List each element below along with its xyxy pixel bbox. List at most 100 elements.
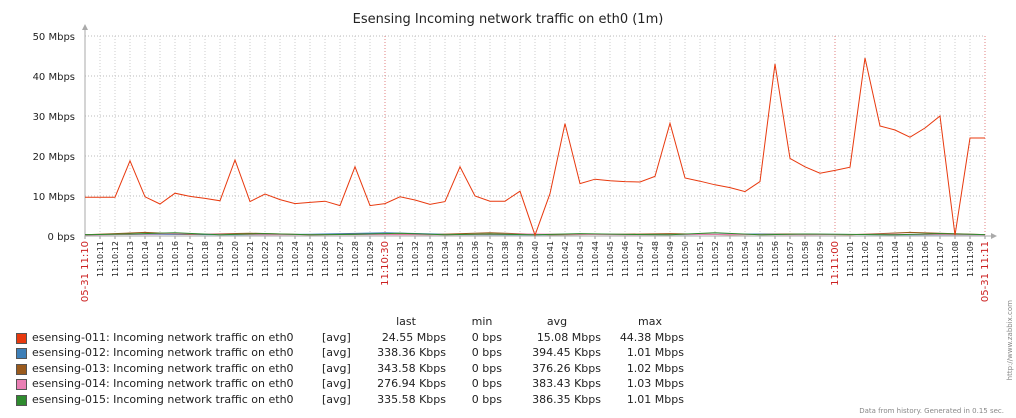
legend-last-value: 24.55 Mbps (381, 330, 446, 344)
x-tick-label: 11:10:52 (711, 241, 720, 277)
x-tick-label: 11:11:04 (891, 241, 900, 277)
y-tick-label: 40 Mbps (33, 72, 75, 83)
y-tick-label: 10 Mbps (33, 192, 75, 203)
legend-min-value: 0 bps (471, 377, 502, 390)
x-tick-label: 05-31 11:11 (980, 241, 991, 302)
x-tick-label: 11:10:28 (351, 241, 360, 277)
legend-series-name: esensing-012: Incoming network traffic o… (32, 346, 294, 359)
x-tick-label: 11:10:48 (651, 241, 660, 277)
chart-grid (84, 35, 986, 237)
chart-series (84, 57, 986, 237)
x-tick-label: 11:10:36 (471, 241, 480, 277)
x-tick-label: 11:10:55 (756, 241, 765, 277)
legend-header-max: max (638, 315, 662, 328)
legend-avg-value: 383.43 Kbps (532, 377, 601, 390)
legend-header-min: min (471, 315, 493, 328)
x-tick-label: 11:10:44 (591, 241, 600, 277)
x-tick-label: 05-31 11:10 (80, 241, 91, 302)
legend-function: [avg] (322, 377, 351, 390)
x-tick-label: 11:11:06 (921, 241, 930, 277)
x-tick-label: 11:11:01 (846, 241, 855, 277)
legend-series-name: esensing-013: Incoming network traffic o… (32, 361, 294, 375)
x-tick-label: 11:11:00 (830, 241, 841, 286)
x-tick-label: 11:10:30 (380, 241, 391, 286)
legend-function: [avg] (322, 346, 351, 359)
y-tick-label: 30 Mbps (33, 112, 75, 123)
series-line-1 (85, 57, 985, 237)
x-tick-label: 11:10:23 (276, 241, 285, 277)
x-tick-label: 11:10:25 (306, 241, 315, 277)
y-tick-label: 20 Mbps (33, 152, 75, 163)
x-tick-label: 11:10:15 (156, 241, 165, 277)
traffic-chart: Esensing Incoming network traffic on eth… (33, 12, 997, 302)
x-tick-label: 11:10:58 (801, 241, 810, 277)
legend-min-value: 0 bps (471, 361, 502, 375)
x-tick-label: 11:10:51 (696, 241, 705, 277)
x-tick-label: 11:10:47 (636, 241, 645, 277)
legend-max-value: 1.01 Mbps (626, 346, 684, 359)
x-tick-label: 11:10:20 (231, 241, 240, 277)
x-tick-label: 11:10:11 (96, 241, 105, 277)
legend-last-value: 276.94 Kbps (377, 377, 446, 390)
x-tick-label: 11:10:59 (816, 241, 825, 277)
legend-last-value: 335.58 Kbps (377, 392, 446, 406)
x-tick-label: 11:10:35 (456, 241, 465, 277)
y-axis-arrow (82, 24, 88, 30)
x-tick-label: 11:10:24 (291, 241, 300, 277)
y-tick-label: 50 Mbps (33, 32, 75, 43)
legend-series-name: esensing-011: Incoming network traffic o… (32, 330, 294, 344)
legend-avg-value: 394.45 Kbps (532, 346, 601, 359)
legend-series-name: esensing-014: Incoming network traffic o… (32, 377, 294, 390)
legend-max-value: 1.02 Mbps (626, 361, 684, 375)
legend-function: [avg] (322, 330, 351, 344)
x-axis: 05-31 11:10 11:10:11 11:10:12 11:10:13 11:10… (80, 233, 997, 302)
x-tick-label: 11:10:57 (786, 241, 795, 277)
x-tick-label: 11:10:38 (501, 241, 510, 277)
legend-max-value: 1.03 Mbps (626, 377, 684, 390)
x-tick-label: 11:10:22 (261, 241, 270, 277)
legend-swatch (16, 394, 27, 406)
x-tick-label: 11:10:45 (606, 241, 615, 277)
legend-last-value: 343.58 Kbps (377, 361, 446, 375)
x-tick-label: 11:10:18 (201, 241, 210, 277)
x-tick-label: 11:10:26 (321, 241, 330, 277)
x-tick-label: 11:10:50 (681, 241, 690, 277)
legend-header-last: last (396, 315, 416, 328)
x-tick-label: 11:10:13 (126, 241, 135, 277)
x-tick-label: 11:10:41 (546, 241, 555, 277)
x-tick-label: 11:10:39 (516, 241, 525, 277)
x-tick-label: 11:10:12 (111, 241, 120, 277)
legend-min-value: 0 bps (471, 392, 502, 406)
x-tick-label: 11:10:32 (411, 241, 420, 277)
x-tick-label: 11:11:03 (876, 241, 885, 277)
x-tick-label: 11:10:46 (621, 241, 630, 277)
legend-swatch (16, 332, 27, 344)
legend-function: [avg] (322, 361, 351, 375)
x-tick-label: 11:10:42 (561, 241, 570, 277)
x-tick-label: 11:10:29 (366, 241, 375, 277)
x-tick-label: 11:10:54 (741, 241, 750, 277)
x-tick-label: 11:11:09 (966, 241, 975, 277)
chart-title: Esensing Incoming network traffic on eth… (353, 12, 664, 27)
legend-avg-value: 15.08 Mbps (536, 330, 601, 344)
x-tick-label: 11:11:02 (861, 241, 870, 277)
legend-last-value: 338.36 Kbps (377, 346, 446, 359)
x-tick-label: 11:10:27 (336, 241, 345, 277)
legend-series-name: esensing-015: Incoming network traffic o… (32, 392, 294, 406)
x-tick-label: 11:10:16 (171, 241, 180, 277)
x-tick-label: 11:10:31 (396, 241, 405, 277)
x-tick-label: 11:10:56 (771, 241, 780, 277)
legend-max-value: 1.01 Mbps (626, 392, 684, 406)
legend-avg-value: 376.26 Kbps (532, 361, 601, 375)
legend-min-value: 0 bps (471, 346, 502, 359)
legend-min-value: 0 bps (471, 330, 502, 344)
x-tick-label: 11:10:49 (666, 241, 675, 277)
x-tick-label: 11:10:14 (141, 241, 150, 277)
x-tick-label: 11:10:21 (246, 241, 255, 277)
legend-swatch (16, 379, 27, 390)
legend-max-value: 44.38 Mbps (619, 330, 684, 344)
x-axis-arrow (991, 233, 997, 239)
x-tick-label: 11:10:19 (216, 241, 225, 277)
x-tick-label: 11:10:37 (486, 241, 495, 277)
generation-footer: Data from history. Generated in 0.15 sec… (859, 407, 1004, 415)
